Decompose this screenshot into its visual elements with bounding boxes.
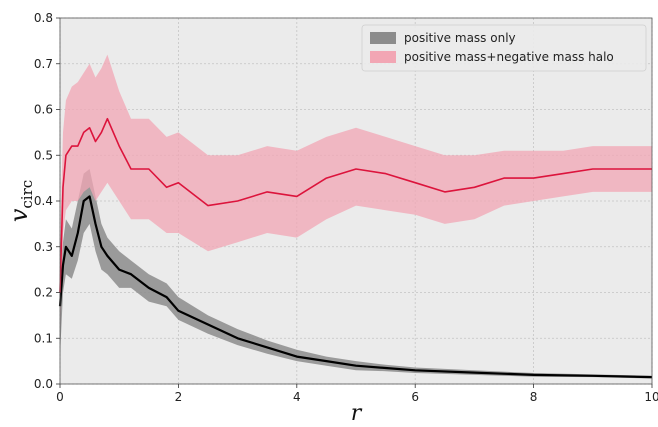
y-tick-label: 0.5 xyxy=(34,148,53,162)
y-tick-label: 0.1 xyxy=(34,331,53,345)
y-tick-label: 0.2 xyxy=(34,286,53,300)
legend-box xyxy=(361,24,647,72)
series-line-1 xyxy=(59,117,652,293)
y-tick-label: 0.3 xyxy=(34,240,53,254)
series-lines xyxy=(58,117,653,379)
y-tick-label: 0.7 xyxy=(34,57,53,71)
legend-swatch-negative-mass-halo xyxy=(370,51,396,63)
x-tick-label: 6 xyxy=(411,390,419,404)
confidence-bands xyxy=(60,54,652,379)
x-tick-label: 8 xyxy=(530,390,538,404)
legend-label-positive-mass: positive mass only xyxy=(404,31,516,45)
legend-label-negative-mass-halo: positive mass+negative mass halo xyxy=(404,50,614,64)
y-tick-label: 0.0 xyxy=(34,377,53,391)
y-tick-label: 0.8 xyxy=(34,11,53,25)
x-axis-label: r xyxy=(351,401,363,426)
y-axis-label-main: v xyxy=(5,208,33,222)
y-tick-label: 0.4 xyxy=(34,194,53,208)
svg-text:vcirc: vcirc xyxy=(5,180,36,222)
x-tick-label: 4 xyxy=(293,390,301,404)
y-axis-label-subscript: circ xyxy=(18,180,36,209)
x-axis-ticks: 0 2 4 6 8 10 xyxy=(56,384,658,404)
y-axis-ticks: 0.0 0.1 0.2 0.3 0.4 0.5 0.6 0.7 0.8 xyxy=(34,11,60,391)
x-tick-label: 10 xyxy=(644,390,658,404)
series-line-0 xyxy=(58,195,653,379)
band-1 xyxy=(60,54,652,330)
x-tick-label: 0 xyxy=(56,390,64,404)
y-axis-label: vcirc xyxy=(5,180,36,222)
x-tick-label: 2 xyxy=(175,390,183,404)
band-0 xyxy=(60,169,652,379)
legend: positive mass only positive mass+negativ… xyxy=(361,24,647,72)
legend-swatch-positive-mass xyxy=(370,32,396,44)
y-tick-label: 0.6 xyxy=(34,103,53,117)
